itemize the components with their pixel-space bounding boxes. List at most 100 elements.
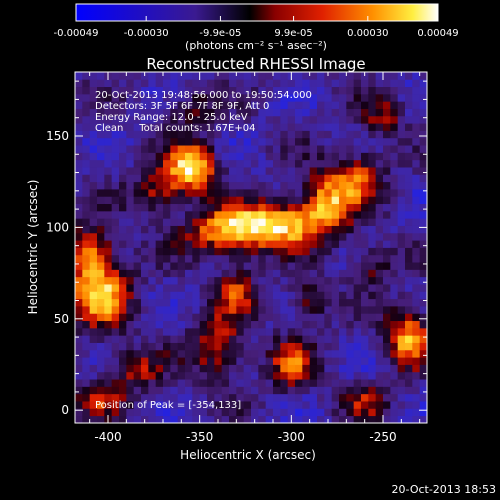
heatmap-cell (397, 145, 406, 153)
heatmap-cell (251, 108, 259, 117)
heatmap-cell (104, 196, 113, 205)
y-axis-label: Heliocentric Y (arcsec) (26, 180, 40, 315)
heatmap-cell (148, 276, 157, 285)
heatmap-cell (207, 357, 215, 365)
heatmap-cell (273, 327, 281, 336)
heatmap-cell (317, 393, 325, 402)
heatmap-cell (317, 174, 325, 183)
heatmap-cell (177, 101, 186, 109)
heatmap-cell (339, 174, 347, 183)
heatmap-cell (229, 108, 237, 117)
heatmap-cell (339, 72, 347, 80)
heatmap-cell (192, 72, 201, 80)
heatmap-cell (353, 189, 362, 197)
heatmap-cell (251, 284, 259, 292)
heatmap-cell (353, 218, 362, 226)
heatmap-cell (236, 181, 245, 190)
heatmap-cell (309, 364, 318, 373)
heatmap-cell (383, 218, 391, 226)
heatmap-cell (405, 196, 413, 205)
heatmap-cell (346, 108, 355, 117)
heatmap-cell (412, 145, 421, 153)
heatmap-cell (419, 115, 428, 124)
heatmap-cell (412, 115, 421, 124)
heatmap-cell (258, 408, 267, 417)
heatmap-cell (133, 393, 142, 402)
heatmap-cell (133, 262, 142, 270)
heatmap-cell (295, 196, 303, 205)
heatmap-cell (199, 93, 208, 102)
heatmap-cell (207, 401, 215, 409)
heatmap-cell (133, 210, 142, 219)
heatmap-cell (221, 364, 230, 373)
heatmap-cell (221, 232, 230, 241)
heatmap-cell (148, 349, 157, 358)
heatmap-cell (104, 379, 113, 387)
heatmap-cell (133, 327, 142, 336)
heatmap-cell (148, 254, 157, 263)
heatmap-cell (119, 306, 127, 314)
heatmap-cell (375, 401, 384, 409)
heatmap-cell (258, 196, 267, 205)
heatmap-cell (397, 306, 406, 314)
heatmap-cell (287, 181, 296, 190)
heatmap-cell (89, 210, 98, 219)
heatmap-cell (155, 210, 164, 219)
heatmap-cell (361, 152, 369, 161)
heatmap-cell (375, 189, 384, 197)
heatmap-cell (361, 101, 369, 109)
heatmap-cell (280, 247, 289, 256)
heatmap-cell (309, 210, 318, 219)
heatmap-cell (324, 189, 333, 197)
heatmap-cell (331, 145, 340, 153)
heatmap-cell (177, 408, 186, 417)
heatmap-cell (199, 408, 208, 417)
heatmap-cell (419, 123, 428, 131)
heatmap-cell (97, 181, 105, 190)
heatmap-cell (111, 386, 120, 395)
heatmap-cell (126, 203, 135, 212)
heatmap-cell (405, 86, 413, 95)
heatmap-cell (170, 364, 179, 373)
heatmap-cell (229, 298, 237, 307)
heatmap-cell (353, 357, 362, 365)
heatmap-cell (368, 225, 377, 234)
heatmap-cell (192, 93, 201, 102)
heatmap-cell (265, 408, 274, 417)
heatmap-cell (119, 232, 127, 241)
heatmap-cell (185, 254, 193, 263)
heatmap-cell (185, 335, 193, 343)
heatmap-cell (419, 145, 428, 153)
heatmap-cell (119, 181, 127, 190)
heatmap-cell (405, 79, 413, 88)
heatmap-cell (177, 210, 186, 219)
heatmap-cell (104, 276, 113, 285)
heatmap-cell (324, 130, 333, 139)
heatmap-cell (229, 364, 237, 373)
heatmap-cell (287, 167, 296, 175)
heatmap-cell (412, 335, 421, 343)
heatmap-cell (287, 93, 296, 102)
heatmap-cell (280, 196, 289, 205)
heatmap-cell (82, 327, 91, 336)
heatmap-cell (111, 210, 120, 219)
heatmap-cell (243, 371, 252, 380)
heatmap-cell (339, 357, 347, 365)
heatmap-cell (185, 145, 193, 153)
heatmap-cell (177, 291, 186, 300)
heatmap-cell (295, 152, 303, 161)
heatmap-cell (273, 101, 281, 109)
heatmap-cell (104, 232, 113, 241)
heatmap-cell (155, 357, 164, 365)
heatmap-cell (111, 379, 120, 387)
heatmap-cell (273, 298, 281, 307)
heatmap-cell (119, 115, 127, 124)
heatmap-cell (207, 327, 215, 336)
heatmap-cell (375, 262, 384, 270)
heatmap-cell (309, 284, 318, 292)
heatmap-cell (221, 327, 230, 336)
heatmap-cell (192, 167, 201, 175)
heatmap-cell (221, 79, 230, 88)
heatmap-cell (82, 159, 91, 168)
heatmap-cell (287, 284, 296, 292)
